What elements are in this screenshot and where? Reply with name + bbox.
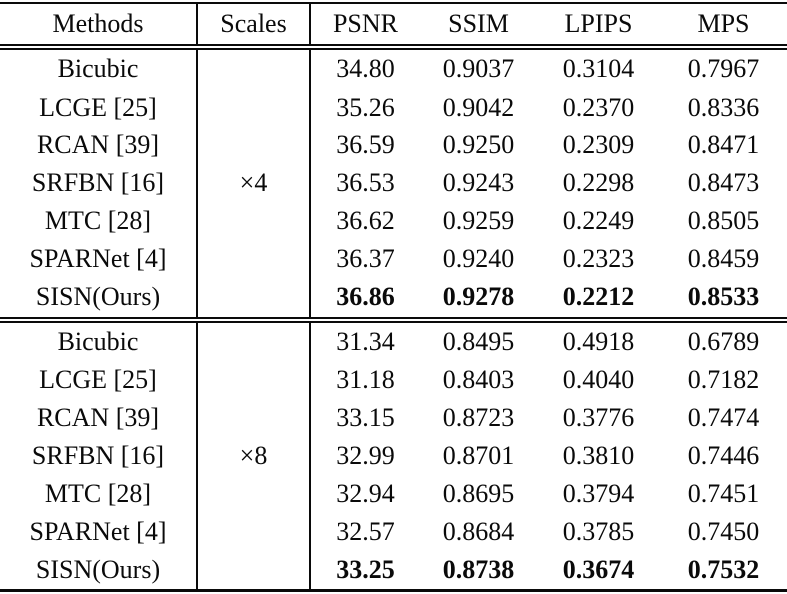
table-row: Bicubic ×8 31.34 0.8495 0.4918 0.6789 [0, 319, 787, 591]
lpips-cell: 0.2249 [562, 206, 635, 236]
ssim-cell: 0.9240 [442, 244, 515, 274]
mps-cell: 0.7446 [687, 441, 760, 471]
psnr-cell: 33.15 [336, 403, 395, 433]
table-row: RCAN [39] 33.15 0.8723 0.3776 0.7474 [0, 399, 787, 438]
table-row: SPARNet [4] 32.57 0.8684 0.3785 0.7450 [0, 512, 787, 551]
mps-cell: 0.8505 [687, 206, 760, 236]
method-cell: SPARNet [4] [0, 512, 198, 551]
table-row: SRFBN [16] 32.99 0.8701 0.3810 0.7446 [0, 437, 787, 475]
method-cell: LCGE [25] [0, 361, 198, 400]
psnr-cell: 35.26 [336, 92, 395, 122]
method-cell: LCGE [25] [0, 88, 198, 127]
table-row: MTC [28] 36.62 0.9259 0.2249 0.8505 [0, 202, 787, 241]
ssim-cell: 0.8695 [442, 478, 515, 508]
table-row: MTC [28] 32.94 0.8695 0.3794 0.7451 [0, 474, 787, 513]
psnr-cell: 36.62 [336, 206, 395, 236]
method-cell: Bicubic [0, 47, 198, 89]
psnr-cell: 31.34 [336, 327, 395, 357]
psnr-cell: 33.25 [336, 554, 395, 584]
ssim-cell: 0.9278 [420, 277, 537, 323]
mps-cell: 0.6789 [687, 327, 760, 357]
psnr-cell: 32.94 [336, 478, 395, 508]
table-header: Methods Scales PSNR SSIM LPIPS MPS [0, 3, 787, 50]
method-cell: MTC [28] [0, 202, 198, 241]
psnr-cell: 36.59 [336, 130, 395, 160]
psnr-cell: 32.99 [336, 441, 395, 471]
ssim-cell: 0.9037 [442, 54, 515, 84]
method-cell: SRFBN [16] [0, 437, 198, 475]
method-cell: SRFBN [16] [0, 164, 198, 203]
header-mps: MPS [660, 3, 787, 50]
psnr-cell: 31.18 [336, 365, 395, 395]
ssim-cell: 0.8684 [442, 516, 515, 546]
psnr-cell: 32.57 [336, 516, 395, 546]
mps-cell: 0.7450 [687, 516, 760, 546]
table-row: SISN(Ours) 36.86 0.9278 0.2212 0.8533 [0, 277, 787, 323]
lpips-cell: 0.4040 [562, 365, 635, 395]
header-psnr: PSNR [310, 3, 420, 50]
psnr-cell: 36.86 [310, 277, 420, 323]
ssim-cell: 0.8723 [442, 403, 515, 433]
mps-cell: 0.8459 [687, 244, 760, 274]
psnr-cell: 36.53 [336, 168, 395, 198]
method-cell: RCAN [39] [0, 126, 198, 165]
lpips-cell: 0.2212 [537, 277, 660, 323]
ssim-cell: 0.9243 [442, 168, 515, 198]
lpips-cell: 0.3674 [562, 554, 635, 584]
ssim-cell: 0.9042 [442, 92, 515, 122]
ssim-cell: 0.9250 [442, 130, 515, 160]
table-row: LCGE [25] 35.26 0.9042 0.2370 0.8336 [0, 88, 787, 127]
scale-x8-block: Bicubic ×8 31.34 0.8495 0.4918 0.6789 LCGE [25… [0, 319, 787, 591]
mps-cell: 0.7474 [687, 403, 760, 433]
ssim-cell: 0.8738 [442, 554, 515, 584]
lpips-cell: 0.3104 [562, 54, 635, 84]
ssim-cell: 0.8701 [442, 441, 515, 471]
table-row: LCGE [25] 31.18 0.8403 0.4040 0.7182 [0, 361, 787, 400]
mps-cell: 0.7451 [687, 478, 760, 508]
method-cell: MTC [28] [0, 474, 198, 513]
header-row: Methods Scales PSNR SSIM LPIPS MPS [0, 3, 787, 50]
mps-cell: 0.7532 [687, 554, 760, 584]
mps-cell: 0.8533 [660, 277, 787, 323]
lpips-cell: 0.4918 [562, 327, 635, 357]
method-cell: SPARNet [4] [0, 240, 198, 278]
mps-cell: 0.8473 [687, 168, 760, 198]
lpips-cell: 0.2309 [562, 130, 635, 160]
lpips-cell: 0.3785 [562, 516, 635, 546]
header-methods: Methods [0, 3, 198, 50]
lpips-cell: 0.2298 [562, 168, 635, 198]
method-cell: SISN(Ours) [0, 550, 198, 591]
table-row: RCAN [39] 36.59 0.9250 0.2309 0.8471 [0, 126, 787, 165]
table-row: SRFBN [16] 36.53 0.9243 0.2298 0.8473 [0, 164, 787, 203]
header-scales: Scales [197, 3, 311, 50]
mps-cell: 0.7182 [687, 365, 760, 395]
mps-cell: 0.8471 [687, 130, 760, 160]
header-ssim: SSIM [420, 3, 537, 50]
scale-x4-block: Bicubic ×4 34.80 0.9037 0.3104 0.7967 LCGE [25… [0, 47, 787, 323]
scale-cell: ×4 [197, 47, 311, 323]
ssim-cell: 0.8495 [442, 327, 515, 357]
psnr-cell: 36.37 [336, 244, 395, 274]
scale-cell: ×8 [197, 319, 311, 591]
lpips-cell: 0.2370 [562, 92, 635, 122]
mps-cell: 0.8336 [687, 92, 760, 122]
table-row: SPARNet [4] 36.37 0.9240 0.2323 0.8459 [0, 240, 787, 278]
lpips-cell: 0.3776 [562, 403, 635, 433]
lpips-cell: 0.2323 [562, 244, 635, 274]
psnr-cell: 34.80 [336, 54, 395, 84]
header-lpips: LPIPS [537, 3, 660, 50]
mps-cell: 0.7967 [687, 54, 760, 84]
ssim-cell: 0.9259 [442, 206, 515, 236]
table-row: Bicubic ×4 34.80 0.9037 0.3104 0.7967 [0, 47, 787, 323]
ssim-cell: 0.8403 [442, 365, 515, 395]
method-cell: Bicubic [0, 319, 198, 362]
lpips-cell: 0.3810 [562, 441, 635, 471]
method-cell: SISN(Ours) [0, 277, 198, 323]
method-cell: RCAN [39] [0, 399, 198, 438]
lpips-cell: 0.3794 [562, 478, 635, 508]
table-row: SISN(Ours) 33.25 0.8738 0.3674 0.7532 [0, 550, 787, 591]
